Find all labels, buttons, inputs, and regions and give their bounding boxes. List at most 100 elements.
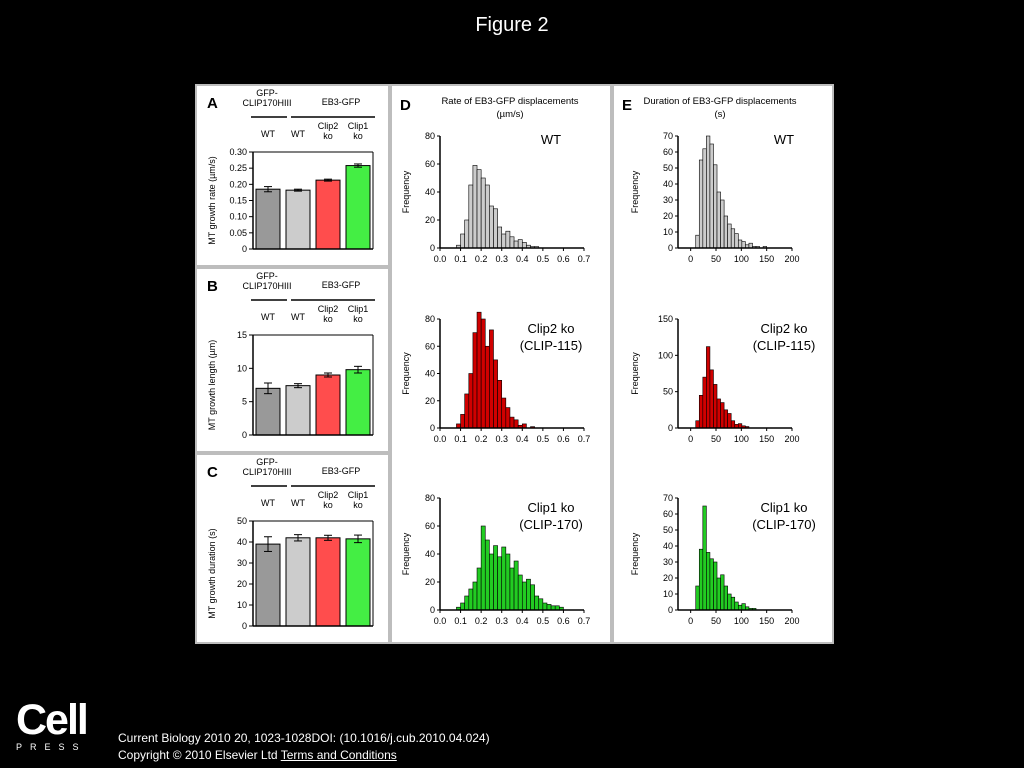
x-tick-label: 0.7 bbox=[578, 254, 591, 264]
y-tick-label: 50 bbox=[237, 516, 247, 526]
histogram-bar bbox=[468, 373, 474, 429]
x-tick-label: 0.1 bbox=[454, 434, 467, 444]
y-tick-label: 30 bbox=[663, 557, 673, 567]
histogram-bar bbox=[513, 560, 519, 611]
category-label: WT bbox=[291, 312, 305, 322]
y-tick-label: 100 bbox=[658, 350, 673, 360]
y-tick-label: 20 bbox=[425, 577, 435, 587]
bar-chart-a: A GFP-CLIP170HIII EB3-GFP WT WT Clip2 ko Clip1 k… bbox=[207, 88, 375, 254]
histogram-bar bbox=[737, 239, 743, 249]
histogram-bar bbox=[709, 143, 714, 249]
histogram-bar bbox=[489, 553, 494, 611]
histogram-bar bbox=[716, 398, 721, 429]
x-tick-label: 0.5 bbox=[537, 616, 550, 626]
y-tick-label: 0 bbox=[668, 605, 673, 615]
x-tick-label: 0.4 bbox=[516, 434, 529, 444]
y-tick-label: 60 bbox=[663, 509, 673, 519]
panel-label: B bbox=[207, 278, 218, 295]
series-label: WT bbox=[774, 132, 794, 147]
x-tick-label: 150 bbox=[759, 616, 774, 626]
histogram-bar bbox=[460, 233, 465, 249]
bar bbox=[255, 543, 281, 627]
histogram-bar bbox=[480, 318, 486, 429]
x-tick-label: 0.0 bbox=[434, 616, 447, 626]
histogram-bar bbox=[706, 135, 711, 249]
histogram-bar bbox=[730, 420, 736, 429]
histogram-bar bbox=[734, 601, 739, 611]
histogram-e: E Duration of EB3-GFP displacements (s) 0 10… bbox=[622, 96, 816, 626]
histogram-bar bbox=[741, 241, 746, 249]
x-tick-label: 100 bbox=[734, 434, 749, 444]
y-tick-label: 0.10 bbox=[229, 212, 247, 222]
bar bbox=[285, 189, 311, 250]
logo-main-text: Cell bbox=[16, 696, 89, 744]
category-label: Clip2 ko bbox=[318, 304, 339, 324]
histogram-bar bbox=[706, 346, 711, 429]
histogram-bar bbox=[472, 165, 478, 249]
histogram-bar bbox=[509, 567, 515, 611]
y-tick-label: 0.05 bbox=[229, 228, 247, 238]
y-tick-label: 80 bbox=[425, 493, 435, 503]
category-label: WT bbox=[291, 129, 305, 139]
histogram-bar bbox=[476, 311, 482, 429]
y-tick-label: 40 bbox=[663, 179, 673, 189]
x-tick-label: 200 bbox=[784, 616, 799, 626]
histogram-bar bbox=[534, 595, 540, 611]
category-label: WT bbox=[261, 498, 275, 508]
y-tick-label: 40 bbox=[425, 549, 435, 559]
histogram-bar bbox=[509, 416, 515, 429]
x-tick-label: 0.7 bbox=[578, 434, 591, 444]
panel-label: A bbox=[207, 95, 218, 112]
y-tick-label: 30 bbox=[663, 195, 673, 205]
x-tick-label: 0.4 bbox=[516, 616, 529, 626]
histogram-bar bbox=[538, 598, 544, 611]
y-tick-label: 50 bbox=[663, 163, 673, 173]
histogram-bar bbox=[720, 574, 725, 611]
histogram-bar bbox=[720, 402, 725, 429]
y-tick-label: 40 bbox=[425, 369, 435, 379]
y-tick-label: 70 bbox=[663, 131, 673, 141]
x-tick-label: 0.3 bbox=[495, 616, 508, 626]
histogram-bar bbox=[501, 546, 507, 611]
x-tick-label: 0.1 bbox=[454, 254, 467, 264]
x-tick-label: 150 bbox=[759, 254, 774, 264]
x-tick-label: 0.6 bbox=[557, 616, 570, 626]
y-tick-label: 0 bbox=[668, 243, 673, 253]
histogram-bar bbox=[489, 205, 494, 249]
bar-chart-c: C GFP-CLIP170HIII EB3-GFP WT WT Clip2 ko Clip1 k… bbox=[207, 457, 375, 631]
panel-label: C bbox=[207, 464, 218, 481]
histogram-bar bbox=[723, 215, 728, 249]
terms-link[interactable]: Terms and Conditions bbox=[280, 748, 397, 762]
histogram-bar bbox=[464, 393, 470, 429]
y-tick-label: 0 bbox=[242, 430, 247, 440]
y-tick-label: 10 bbox=[663, 589, 673, 599]
x-tick-label: 0.2 bbox=[475, 254, 488, 264]
histogram-bar bbox=[695, 234, 700, 249]
group-header-2: EB3-GFP bbox=[322, 280, 361, 290]
histogram-bar bbox=[521, 581, 527, 611]
series-label: WT bbox=[541, 132, 561, 147]
x-tick-label: 50 bbox=[711, 254, 721, 264]
histogram-bar bbox=[526, 578, 531, 611]
histogram-bar bbox=[706, 552, 711, 611]
y-tick-label: 60 bbox=[663, 147, 673, 157]
bar bbox=[315, 537, 341, 627]
histogram-bar bbox=[513, 240, 519, 249]
y-axis-label: Frequency bbox=[401, 352, 411, 395]
series-label: Clip2 ko (CLIP-115) bbox=[753, 321, 816, 353]
x-tick-label: 200 bbox=[784, 434, 799, 444]
copyright: Copyright © 2010 Elsevier Ltd bbox=[118, 748, 278, 762]
y-tick-label: 20 bbox=[237, 579, 247, 589]
category-label: WT bbox=[261, 312, 275, 322]
category-label: WT bbox=[291, 498, 305, 508]
x-tick-label: 0 bbox=[688, 434, 693, 444]
y-tick-label: 0 bbox=[430, 243, 435, 253]
histogram-bar bbox=[480, 177, 486, 249]
histogram-bar bbox=[695, 420, 700, 429]
histogram-bar bbox=[460, 414, 465, 429]
y-axis-label: MT growth rate (µm/s) bbox=[207, 156, 217, 245]
histogram-bar bbox=[501, 233, 507, 249]
y-tick-label: 20 bbox=[425, 396, 435, 406]
histogram-bar bbox=[484, 345, 490, 429]
group-header-1: GFP-CLIP170HIII bbox=[242, 271, 291, 291]
